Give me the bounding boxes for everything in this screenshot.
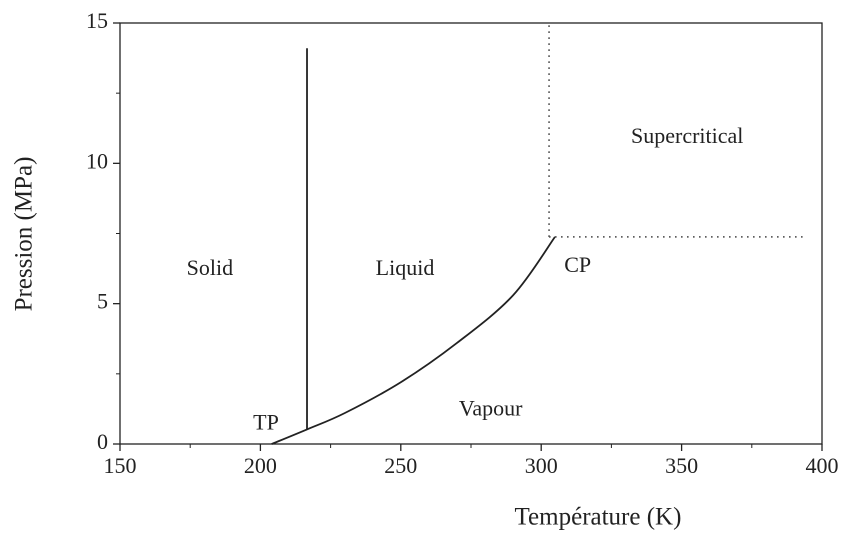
- y-tick-label: 15: [86, 8, 108, 33]
- region-label: TP: [253, 409, 279, 434]
- region-label: Solid: [187, 255, 233, 280]
- x-tick-label: 200: [244, 453, 277, 478]
- x-tick-label: 350: [665, 453, 698, 478]
- plot-frame: [119, 22, 823, 445]
- x-tick-label: 400: [806, 453, 839, 478]
- x-axis-label: Température (K): [515, 504, 682, 531]
- x-tick-label: 150: [104, 453, 137, 478]
- region-label: Supercritical: [631, 123, 743, 148]
- x-tick-label: 300: [525, 453, 558, 478]
- y-axis-label: Pression (MPa): [11, 157, 38, 312]
- region-label: Liquid: [376, 255, 435, 280]
- region-label: CP: [564, 252, 591, 277]
- y-tick-label: 0: [97, 429, 108, 454]
- region-label: Vapour: [459, 395, 523, 420]
- y-tick-label: 10: [86, 148, 108, 173]
- y-tick-label: 5: [97, 289, 108, 314]
- phase-line: [271, 236, 556, 445]
- x-tick-label: 250: [384, 453, 417, 478]
